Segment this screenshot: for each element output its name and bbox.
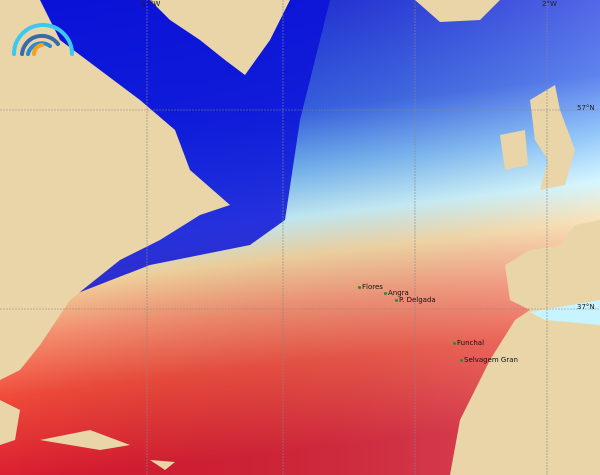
place-marker-icon xyxy=(460,358,463,362)
mediterranean xyxy=(530,300,600,325)
place-marker-icon xyxy=(395,298,398,302)
europe-africa-land xyxy=(450,160,600,475)
lat-label-57n: 57°N xyxy=(577,104,595,112)
caribbean-islands xyxy=(0,400,175,470)
place-funchal[interactable]: Funchal xyxy=(453,339,484,347)
place-marker-icon xyxy=(384,291,387,295)
lon-label-62w: 62°W xyxy=(141,0,161,8)
lon-label-2w: 2°W xyxy=(542,0,557,8)
north-america-land xyxy=(0,0,230,380)
place-angra[interactable]: Angra xyxy=(384,289,409,297)
uk-ireland-land xyxy=(500,85,575,190)
place-flores[interactable]: Flores xyxy=(358,283,383,291)
place-marker-icon xyxy=(358,285,361,289)
lat-label-37n: 37°N xyxy=(577,303,595,311)
place-p-delgada[interactable]: P. Delgada xyxy=(395,296,436,304)
rainbow-waves-logo-icon xyxy=(12,23,74,56)
place-marker-icon xyxy=(453,341,456,345)
iceland-land xyxy=(415,0,500,22)
greenland-land xyxy=(150,0,290,75)
place-selvagem-gran[interactable]: Selvagem Gran xyxy=(460,356,518,364)
